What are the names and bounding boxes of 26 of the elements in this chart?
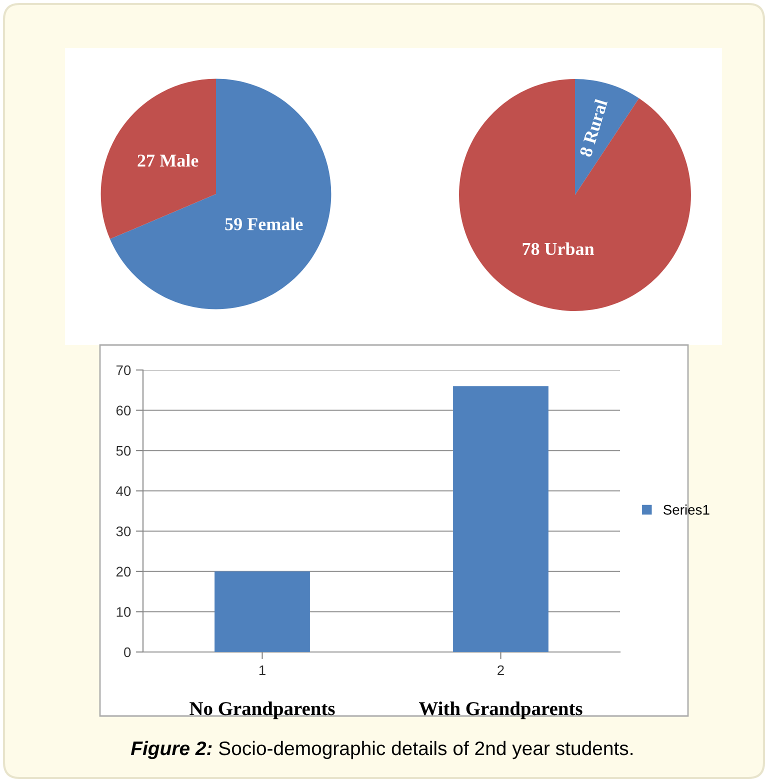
y-tick-label: 0 xyxy=(124,647,131,658)
data-label: 59 xyxy=(225,218,242,230)
y-tick-label: 40 xyxy=(116,486,131,496)
y-tick-label: 20 xyxy=(116,566,131,577)
slice-label: Rural xyxy=(582,98,608,145)
pie-slice xyxy=(110,78,332,310)
x-tick-label: 2 xyxy=(498,665,504,676)
data-label: 78 xyxy=(522,242,540,256)
pie-slice xyxy=(459,79,691,311)
y-tick-label: 60 xyxy=(116,406,131,416)
y-tick-label: 30 xyxy=(116,526,131,536)
x-tick-label: 1 xyxy=(259,665,266,676)
data-label: 27 xyxy=(138,154,155,167)
y-tick-label: 10 xyxy=(116,607,131,617)
legend-label: Series1 xyxy=(664,504,710,515)
text: With Grandparents xyxy=(418,702,582,720)
y-tick-label: 50 xyxy=(116,446,131,456)
slice-label: Male xyxy=(160,154,198,167)
y-tick-label: 70 xyxy=(116,365,131,376)
text: No Grandparents xyxy=(190,702,335,720)
data-label: 8 xyxy=(579,146,594,158)
slice-label: Urban xyxy=(544,242,594,256)
slice-label: Female xyxy=(247,218,303,230)
pie-slice xyxy=(100,78,216,240)
pie-slice xyxy=(575,79,640,195)
caption: Figure 2: Socio-demographic details of 2nd year students. xyxy=(130,740,632,760)
